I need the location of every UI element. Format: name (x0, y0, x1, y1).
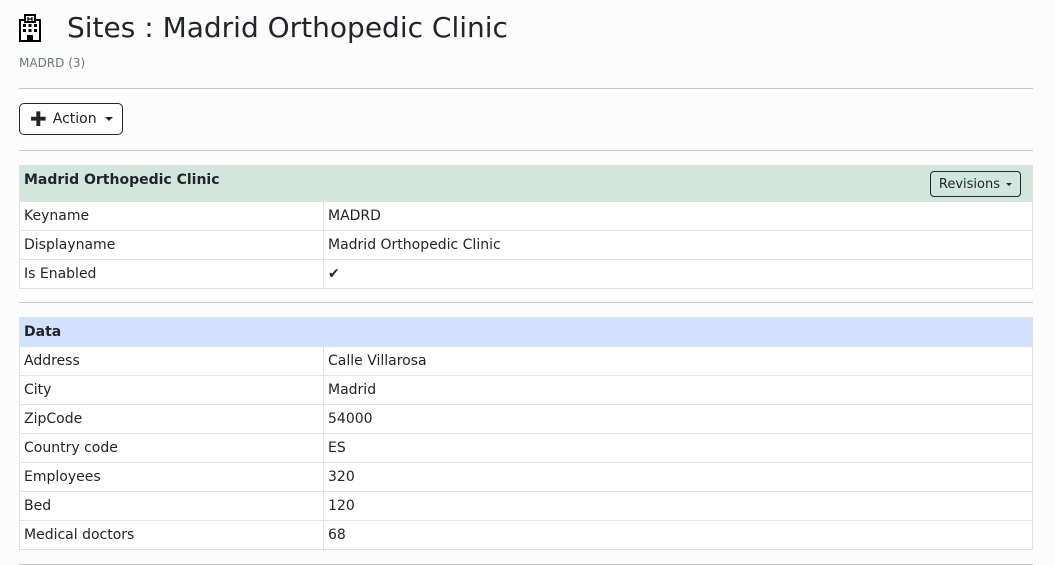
site-table-header: Madrid Orthopedic Clinic Revisions (19, 165, 1033, 202)
site-table-title: Madrid Orthopedic Clinic (24, 172, 220, 188)
action-button[interactable]: ✚ Action (19, 103, 123, 135)
row-label: City (19, 375, 324, 405)
row-value: 68 (323, 520, 1033, 550)
row-label: Medical doctors (19, 520, 324, 550)
table-row: City Madrid (19, 375, 1033, 405)
table-row: ZipCode 54000 (19, 404, 1033, 434)
divider (19, 302, 1033, 303)
table-row: Bed 120 (19, 491, 1033, 521)
page-subtitle: MADRD (3) (19, 56, 86, 70)
table-row: Address Calle Villarosa (19, 346, 1033, 376)
page-header: Sites : Madrid Orthopedic Clinic (19, 10, 508, 46)
row-value: 120 (323, 491, 1033, 521)
row-label: Keyname (19, 201, 324, 231)
row-label: ZipCode (19, 404, 324, 434)
action-label: Action (52, 111, 97, 127)
revisions-button[interactable]: Revisions (929, 171, 1021, 197)
row-value: MADRD (323, 201, 1033, 231)
row-value: Madrid Orthopedic Clinic (323, 230, 1033, 260)
caret-down-icon (104, 117, 113, 121)
row-value: 54000 (323, 404, 1033, 434)
check-icon: ✔ (323, 259, 1033, 289)
page-title: Sites : Madrid Orthopedic Clinic (67, 11, 508, 44)
table-row: Medical doctors 68 (19, 520, 1033, 550)
caret-down-icon (1006, 182, 1012, 186)
plus-icon: ✚ (30, 107, 47, 131)
divider (19, 88, 1033, 89)
table-row: Keyname MADRD (19, 201, 1033, 231)
row-label: Displayname (19, 230, 324, 260)
table-row: Country code ES (19, 433, 1033, 463)
row-value: Calle Villarosa (323, 346, 1033, 376)
site-table: Madrid Orthopedic Clinic Revisions Keyna… (19, 165, 1033, 289)
row-label: Employees (19, 462, 324, 492)
row-value: Madrid (323, 375, 1033, 405)
data-table-title: Data (19, 317, 1033, 347)
data-table: Data Address Calle Villarosa City Madrid Zip… (19, 317, 1033, 550)
row-value: ES (323, 433, 1033, 463)
row-value: 320 (323, 462, 1033, 492)
divider (19, 150, 1033, 151)
row-label: Country code (19, 433, 324, 463)
row-label: Address (19, 346, 324, 376)
hospital-icon (19, 14, 41, 42)
revisions-label: Revisions (938, 176, 1000, 192)
row-label: Bed (19, 491, 324, 521)
table-row: Displayname Madrid Orthopedic Clinic (19, 230, 1033, 260)
row-label: Is Enabled (19, 259, 324, 289)
table-row: Is Enabled ✔ (19, 259, 1033, 289)
table-row: Employees 320 (19, 462, 1033, 492)
